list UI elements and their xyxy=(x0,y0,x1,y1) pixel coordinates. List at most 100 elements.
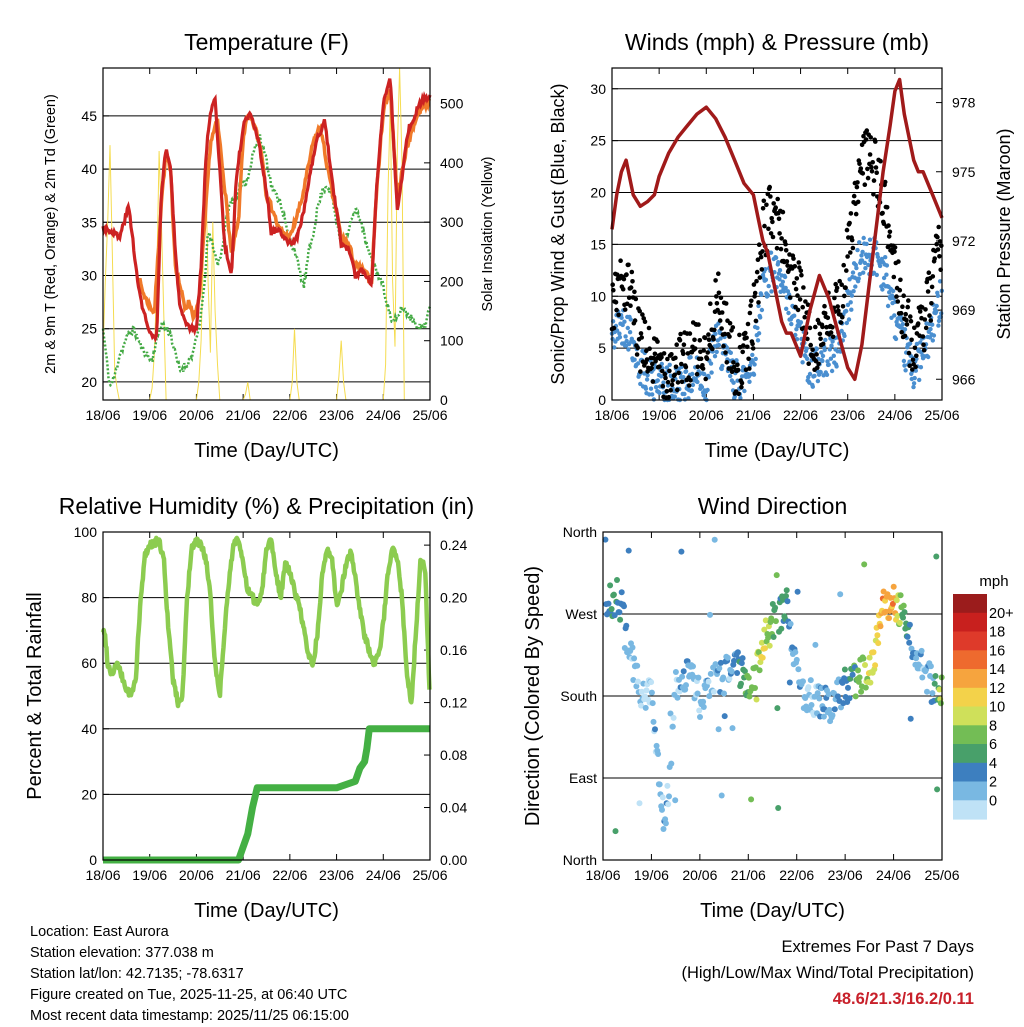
colorbar-label: 20+ xyxy=(989,606,1014,622)
temperature-9m-line xyxy=(136,89,432,324)
gust-point xyxy=(855,180,860,185)
gust-point xyxy=(874,170,879,175)
wind-point xyxy=(824,372,830,377)
gust-point xyxy=(832,295,837,301)
gust-point xyxy=(921,347,927,353)
gust-point xyxy=(632,289,637,295)
gust-point xyxy=(934,241,939,247)
gust-point xyxy=(793,286,799,292)
gust-point xyxy=(650,361,655,367)
gust-point xyxy=(675,380,681,385)
humidity-y2tick-label: 0.12 xyxy=(440,695,467,711)
wind-point xyxy=(848,300,853,305)
gust-point xyxy=(830,334,836,340)
colorbar-label: 16 xyxy=(989,643,1005,659)
gust-point xyxy=(673,355,678,361)
gust-point xyxy=(642,319,648,325)
winds-ytick-label: 0 xyxy=(598,392,606,408)
gust-point xyxy=(622,307,628,312)
direction-point xyxy=(648,689,655,696)
created-text: Figure created on Tue, 2025-11-25, at 06… xyxy=(30,987,348,1003)
wind-point xyxy=(820,353,826,359)
gust-point xyxy=(805,302,811,308)
direction-point xyxy=(729,725,736,732)
humidity-ytick-label: 0 xyxy=(89,852,97,868)
direction-point xyxy=(861,561,868,568)
wind-point xyxy=(716,342,722,348)
wind-point xyxy=(849,307,854,312)
gust-point xyxy=(926,270,932,276)
gust-point xyxy=(794,276,800,281)
wind_direction-xtick-label: 18/06 xyxy=(585,867,620,883)
gust-point xyxy=(665,379,671,385)
wind-point xyxy=(653,385,659,390)
direction-point xyxy=(867,679,874,686)
gust-point xyxy=(816,361,821,367)
gust-point xyxy=(802,314,807,320)
gust-point xyxy=(773,205,778,210)
temperature-title: Temperature (F) xyxy=(184,29,349,55)
wind_direction-xtick-label: 23/06 xyxy=(828,867,863,883)
direction-point xyxy=(616,609,623,616)
wind-point xyxy=(709,370,714,375)
gust-point xyxy=(795,293,800,298)
gust-point xyxy=(711,336,716,342)
gust-point xyxy=(679,361,684,367)
wind-point xyxy=(934,309,939,314)
temperature-y2tick-label: 0 xyxy=(440,392,448,408)
temperature-ytick-label: 25 xyxy=(81,321,97,337)
gust-point xyxy=(754,269,760,275)
gust-point xyxy=(673,364,679,370)
wind_direction-xtick-label: 20/06 xyxy=(682,867,717,883)
winds-y2tick-label: 969 xyxy=(952,302,976,318)
gust-point xyxy=(910,357,916,363)
gust-point xyxy=(838,320,844,325)
wind-point xyxy=(827,347,832,352)
gust-point xyxy=(659,368,665,374)
wind-scatter-group xyxy=(609,235,944,403)
gust-point xyxy=(847,220,852,226)
colorbar-label: 0 xyxy=(989,793,997,809)
gust-point xyxy=(669,382,675,388)
wind-point xyxy=(763,277,769,282)
wind-point xyxy=(642,371,647,376)
humidity-xlabel: Time (Day/UTC) xyxy=(194,900,339,922)
gust-point xyxy=(830,325,835,330)
gust-point xyxy=(638,331,644,336)
wind-point xyxy=(780,283,785,288)
direction-point xyxy=(929,690,936,697)
gust-point xyxy=(694,371,700,377)
gust-point xyxy=(865,175,871,181)
colorbar-swatch xyxy=(953,687,987,708)
temperature-xtick-label: 25/06 xyxy=(412,407,447,423)
temperature-xtick-label: 19/06 xyxy=(132,407,167,423)
gust-point xyxy=(749,298,754,304)
direction-point xyxy=(862,684,869,691)
direction-point xyxy=(711,536,718,543)
winds-xtick-label: 21/06 xyxy=(736,407,771,423)
wind-point xyxy=(884,263,890,268)
extremes-values: 48.6/21.3/16.2/0.11 xyxy=(832,990,974,1008)
wind-point xyxy=(875,254,881,260)
total-rainfall-line xyxy=(103,725,430,864)
gust-point xyxy=(886,223,891,228)
direction-point xyxy=(874,632,881,639)
gust-point xyxy=(779,236,784,241)
wind-point xyxy=(893,336,899,342)
wind-point xyxy=(902,327,908,332)
gust-point xyxy=(744,335,749,341)
wind-point xyxy=(755,338,761,343)
gust-point xyxy=(903,311,908,317)
humidity-y2tick-label: 0.04 xyxy=(440,800,467,816)
station-info: Location: East Aurora Station elevation:… xyxy=(30,922,349,1027)
gust-point xyxy=(696,322,701,327)
gust-point xyxy=(710,346,715,352)
gust-point xyxy=(891,274,897,280)
gust-point xyxy=(851,193,857,199)
direction-point xyxy=(748,796,755,803)
colorbar-label: 18 xyxy=(989,625,1005,641)
gust-point xyxy=(882,179,888,185)
direction-point xyxy=(605,600,612,607)
relative-humidity-line xyxy=(100,535,432,709)
wind-point xyxy=(773,255,779,260)
